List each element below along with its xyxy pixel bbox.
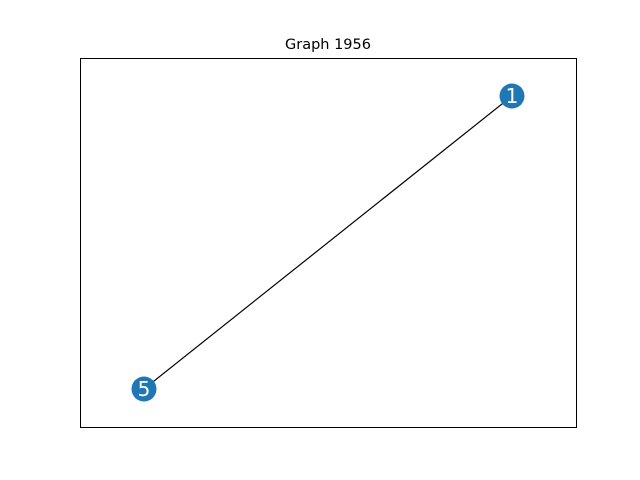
nodes-layer: 15 <box>131 83 525 402</box>
node-5: 5 <box>131 376 157 402</box>
node-label: 5 <box>138 377 151 401</box>
node-label: 1 <box>506 84 519 108</box>
graph-title: Graph 1956 <box>285 37 371 53</box>
node-circle <box>499 83 525 109</box>
axes-frame <box>80 58 577 428</box>
node-circle <box>131 376 157 402</box>
edges-layer <box>143 95 513 390</box>
edge-1-5 <box>143 95 513 390</box>
node-1: 1 <box>499 83 525 109</box>
